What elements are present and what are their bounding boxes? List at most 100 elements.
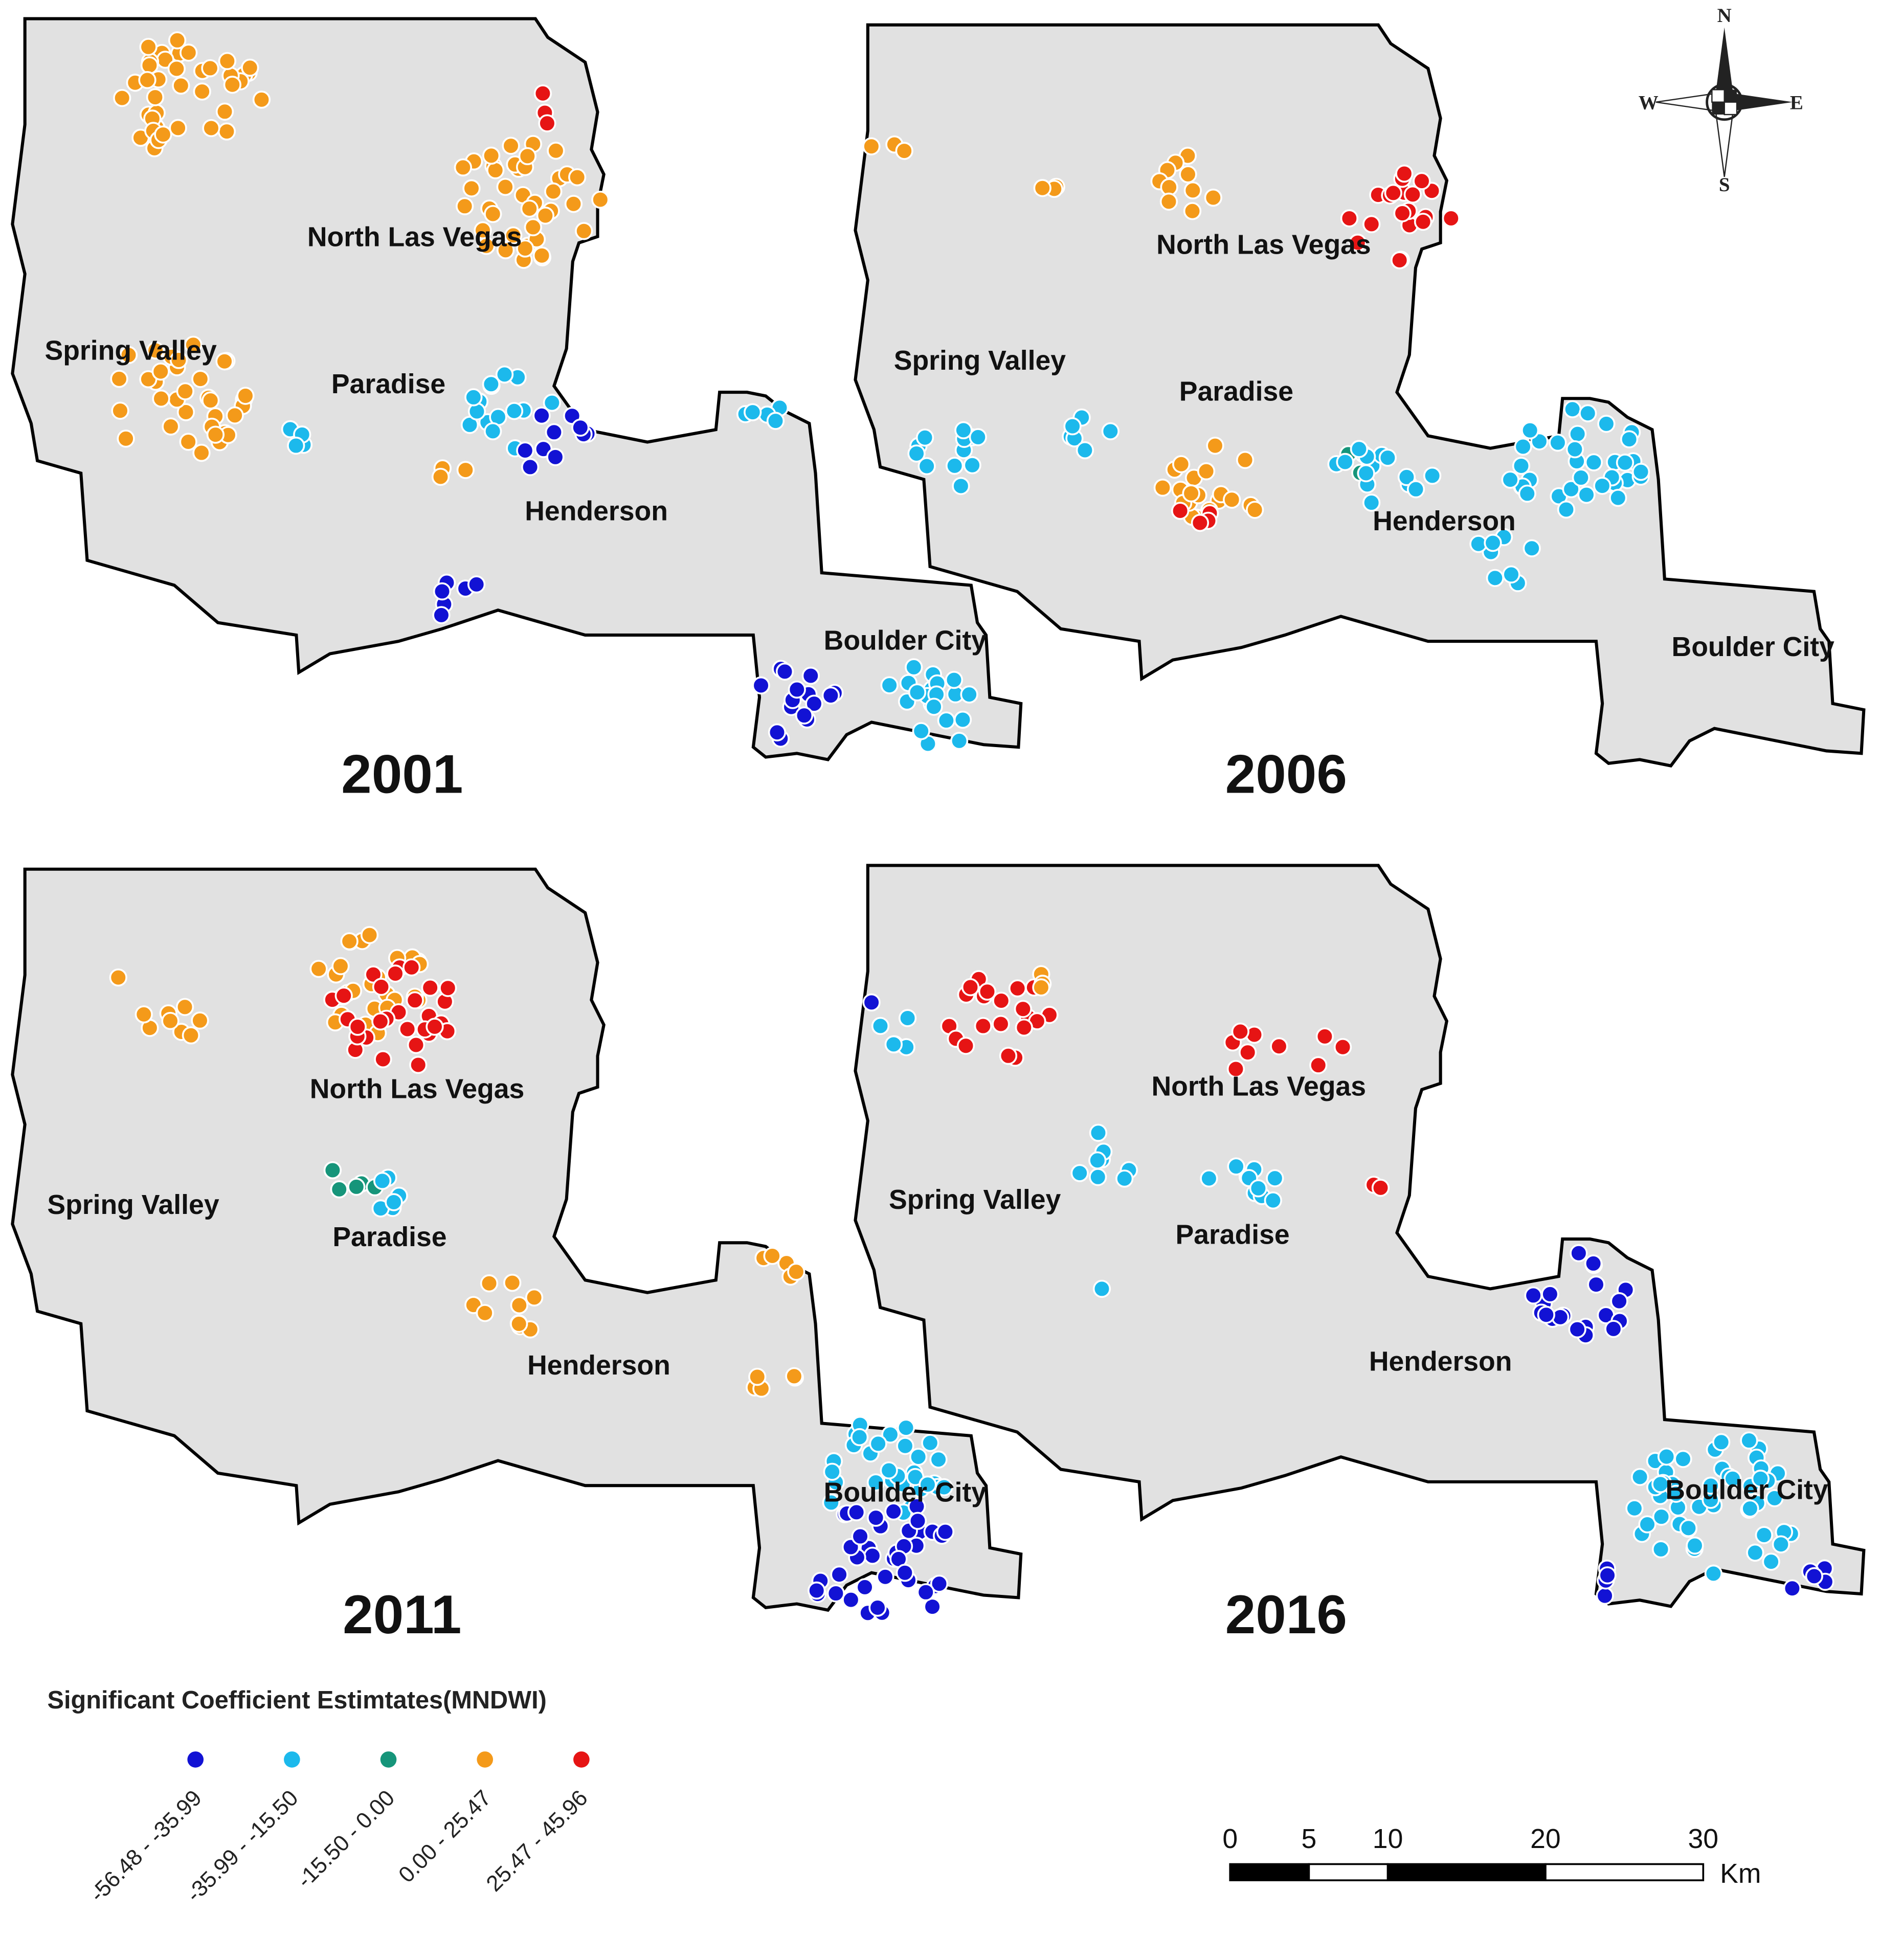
site-point — [1652, 1507, 1671, 1526]
site-point — [1625, 1499, 1644, 1518]
site-point — [433, 582, 452, 601]
site-point — [179, 433, 197, 451]
site-point — [963, 456, 981, 475]
site-point — [871, 1017, 890, 1035]
legend: Significant Coefficient Estimtates(MNDWI… — [48, 1686, 593, 1907]
site-point — [385, 1193, 403, 1211]
site-point — [978, 982, 997, 1001]
site-point — [1765, 1489, 1784, 1507]
site-point — [1631, 463, 1650, 481]
site-point — [330, 1180, 348, 1199]
site-point — [1159, 192, 1178, 211]
site-point — [201, 59, 219, 78]
site-point — [1521, 421, 1539, 440]
site-point — [206, 425, 225, 444]
site-point — [1423, 466, 1442, 485]
site-point — [788, 680, 806, 699]
county-boundary — [854, 864, 1866, 1608]
site-point — [503, 1273, 522, 1292]
site-point — [1172, 455, 1191, 474]
site-point — [226, 406, 244, 424]
site-point — [161, 1011, 180, 1030]
scale-tick-label: 20 — [1530, 1824, 1561, 1854]
site-point — [1393, 204, 1412, 222]
site-point — [564, 195, 583, 213]
site-point — [1231, 1022, 1249, 1041]
site-point — [241, 58, 259, 77]
compass-north: N — [1717, 5, 1732, 27]
site-point — [915, 429, 934, 447]
site-point — [1702, 1476, 1720, 1495]
site-point — [135, 1005, 153, 1024]
site-point — [502, 137, 520, 155]
site-point — [1362, 493, 1381, 512]
site-point — [1357, 464, 1375, 483]
site-point — [202, 391, 220, 410]
site-point — [1309, 1056, 1328, 1074]
site-point — [545, 423, 564, 441]
scale-segment — [1545, 1863, 1705, 1881]
site-point — [1651, 1475, 1670, 1494]
site-point — [822, 1493, 840, 1512]
site-point — [191, 1011, 209, 1030]
site-point — [111, 401, 129, 420]
site-point — [575, 222, 593, 240]
site-point — [851, 1527, 869, 1546]
site-point — [175, 998, 194, 1016]
site-point — [1616, 454, 1635, 472]
scale-segment — [1229, 1863, 1310, 1881]
scale-segment — [1308, 1863, 1389, 1881]
compass-east: E — [1790, 92, 1803, 114]
site-point — [1397, 468, 1416, 486]
site-point — [374, 1050, 392, 1069]
site-point — [826, 1584, 845, 1603]
site-point — [532, 407, 551, 425]
legend-label: 25.47 - 45.96 — [481, 1785, 592, 1896]
site-point — [1772, 1535, 1791, 1553]
site-point — [1518, 484, 1536, 503]
site-point — [406, 991, 424, 1009]
site-point — [431, 467, 450, 486]
site-point — [1179, 165, 1197, 184]
site-point — [1524, 1286, 1542, 1305]
site-point — [961, 978, 980, 997]
site-point — [1604, 1320, 1623, 1338]
site-point — [1679, 1519, 1698, 1538]
site-point — [896, 1564, 914, 1582]
site-point — [591, 190, 610, 209]
site-point — [1070, 1164, 1089, 1182]
site-point — [1226, 1060, 1245, 1078]
site-point — [538, 114, 556, 132]
site-point — [842, 1590, 860, 1609]
place-label: Henderson — [1373, 506, 1516, 536]
site-point — [533, 84, 552, 103]
site-point — [426, 1018, 444, 1036]
site-point — [1537, 1305, 1555, 1324]
place-label: Boulder City — [824, 1477, 987, 1507]
site-point — [1741, 1499, 1759, 1518]
site-point — [1414, 213, 1433, 231]
site-point — [1565, 440, 1584, 459]
site-point — [898, 1009, 917, 1027]
site-point — [905, 658, 923, 677]
site-point — [1686, 1536, 1704, 1555]
site-point — [532, 246, 551, 265]
site-point — [1413, 172, 1431, 190]
site-point — [744, 403, 762, 421]
site-point — [775, 662, 794, 681]
site-point — [960, 685, 978, 704]
place-label: North Las Vegas — [1151, 1071, 1366, 1101]
site-point — [1596, 1587, 1614, 1605]
site-point — [1183, 202, 1202, 220]
county-boundary — [11, 17, 1023, 761]
scale-tick-label: 5 — [1302, 1824, 1317, 1854]
site-point — [484, 205, 502, 223]
panels: North Las Vegas Spring Valley Paradise Hend… — [11, 17, 1866, 1645]
site-point — [218, 52, 237, 71]
compass: N S E W — [1639, 5, 1803, 196]
site-point — [505, 402, 524, 420]
legend-title: Significant Coefficient Estimtates(MNDWI… — [48, 1686, 547, 1714]
compass-west: W — [1639, 92, 1659, 114]
site-point — [1579, 404, 1597, 422]
site-point — [223, 76, 241, 94]
